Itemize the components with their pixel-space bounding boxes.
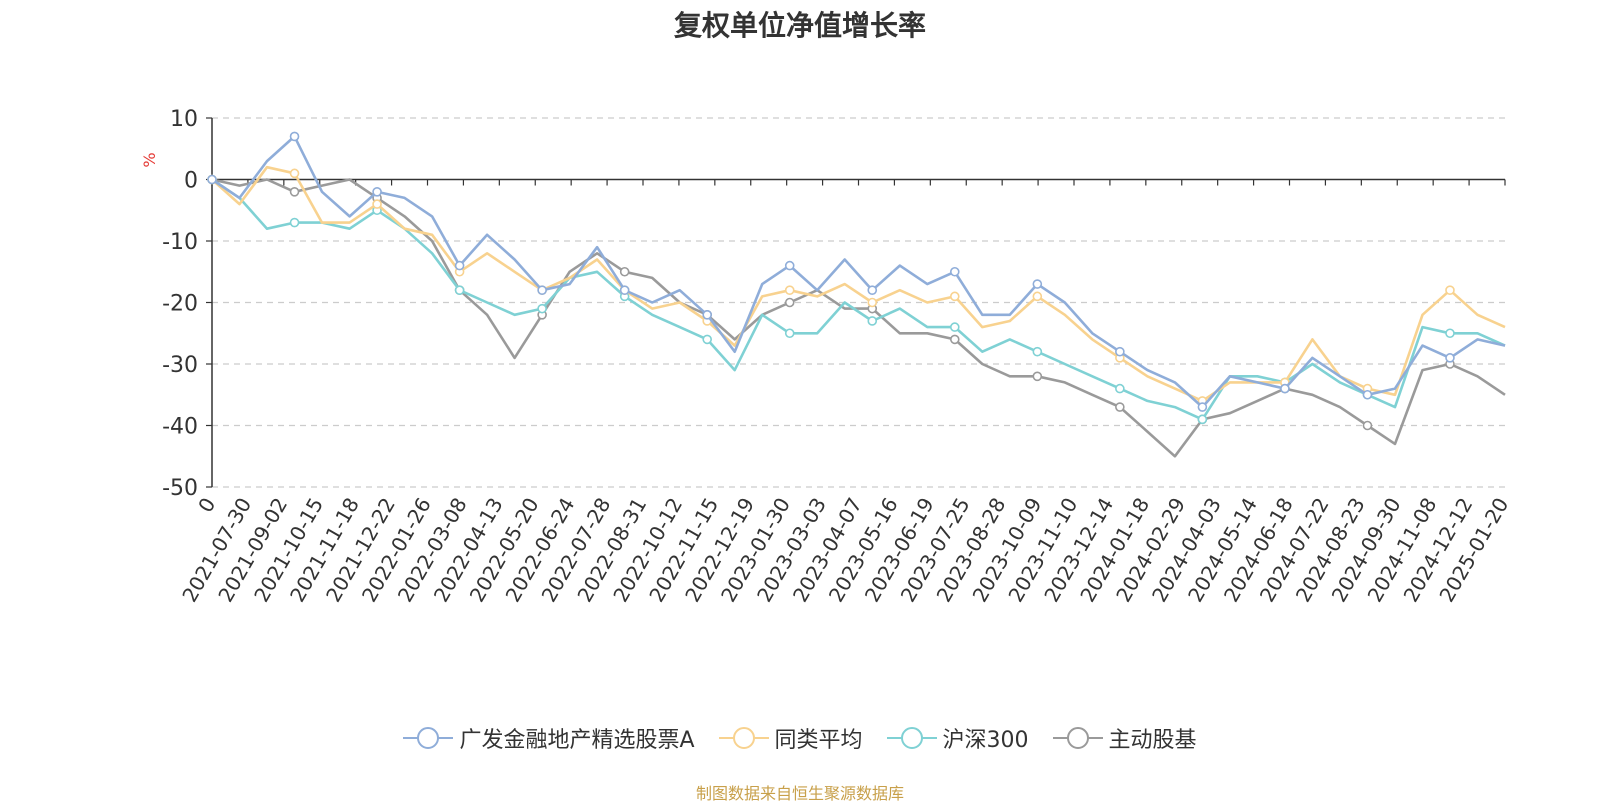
legend-item[interactable]: 主动股基 bbox=[1052, 722, 1197, 754]
data-point bbox=[1445, 285, 1455, 296]
y-tick-label: 10 bbox=[170, 107, 198, 132]
y-tick-label: 0 bbox=[184, 169, 198, 194]
legend-label: 广发金融地产精选股票A bbox=[459, 728, 695, 753]
data-point bbox=[289, 168, 300, 179]
data-point bbox=[1115, 346, 1125, 357]
legend-marker-icon bbox=[403, 725, 454, 751]
data-point bbox=[1197, 402, 1208, 412]
data-point bbox=[702, 334, 712, 345]
legend-marker-icon bbox=[886, 725, 937, 751]
data-point bbox=[289, 187, 300, 197]
data-point bbox=[619, 266, 630, 277]
data-point bbox=[949, 266, 960, 277]
data-point bbox=[372, 187, 382, 197]
data-point bbox=[207, 174, 217, 185]
series-lines bbox=[207, 131, 1506, 458]
data-point bbox=[289, 131, 300, 142]
data-point bbox=[372, 199, 382, 209]
data-point bbox=[1115, 383, 1125, 394]
data-point bbox=[1115, 402, 1125, 412]
chart-title: 复权单位净值增长率 bbox=[673, 9, 926, 42]
source-note: 制图数据来自恒生聚源数据库 bbox=[695, 784, 904, 803]
data-point bbox=[949, 291, 960, 302]
y-axis-unit-label: % bbox=[140, 152, 159, 167]
grid-lines bbox=[212, 117, 1505, 488]
series-line bbox=[211, 178, 1506, 458]
y-tick-label: -30 bbox=[162, 353, 198, 378]
data-point bbox=[784, 328, 795, 339]
data-point bbox=[1032, 371, 1043, 382]
data-point bbox=[1280, 383, 1290, 394]
data-point bbox=[949, 334, 960, 345]
legend-label: 同类平均 bbox=[774, 728, 863, 753]
x-tick-label: 0 bbox=[193, 494, 220, 517]
data-point bbox=[867, 297, 878, 308]
data-point bbox=[1362, 420, 1373, 431]
y-tick-label: -50 bbox=[162, 476, 198, 501]
data-point bbox=[1032, 346, 1043, 357]
y-tick-label: -40 bbox=[162, 415, 198, 440]
legend-marker-icon bbox=[718, 725, 769, 751]
data-point bbox=[454, 285, 465, 296]
data-point bbox=[619, 285, 630, 296]
legend-marker-icon bbox=[1052, 725, 1103, 751]
y-tick-label: -10 bbox=[162, 230, 198, 255]
data-point bbox=[289, 217, 300, 228]
data-point bbox=[1032, 291, 1043, 302]
data-point bbox=[784, 260, 795, 271]
data-point bbox=[702, 309, 712, 320]
data-point bbox=[454, 260, 465, 271]
legend-item[interactable]: 沪深300 bbox=[886, 722, 1029, 754]
legend-label: 主动股基 bbox=[1108, 728, 1197, 753]
data-point bbox=[784, 285, 795, 296]
data-point bbox=[867, 285, 878, 296]
data-point bbox=[784, 297, 795, 308]
legend-label: 沪深300 bbox=[942, 728, 1029, 753]
data-point bbox=[1445, 353, 1455, 363]
series-line bbox=[211, 135, 1506, 409]
data-point bbox=[1197, 414, 1208, 425]
legend: 广发金融地产精选股票A 同类平均 沪深300 主动股基 bbox=[0, 722, 1600, 754]
data-point bbox=[1362, 389, 1373, 400]
data-point bbox=[867, 316, 878, 326]
legend-item[interactable]: 同类平均 bbox=[718, 722, 863, 754]
data-point bbox=[1445, 328, 1455, 339]
data-point bbox=[537, 285, 547, 296]
data-point bbox=[1032, 279, 1043, 289]
series-line bbox=[211, 165, 1506, 403]
y-tick-label: -20 bbox=[162, 292, 198, 317]
data-point bbox=[949, 322, 960, 332]
series-line bbox=[211, 178, 1506, 421]
data-point bbox=[537, 303, 547, 314]
legend-item[interactable]: 广发金融地产精选股票A bbox=[403, 722, 695, 754]
axes: 100-10-20-30-40-5002021-07-302021-09-022… bbox=[162, 107, 1513, 606]
